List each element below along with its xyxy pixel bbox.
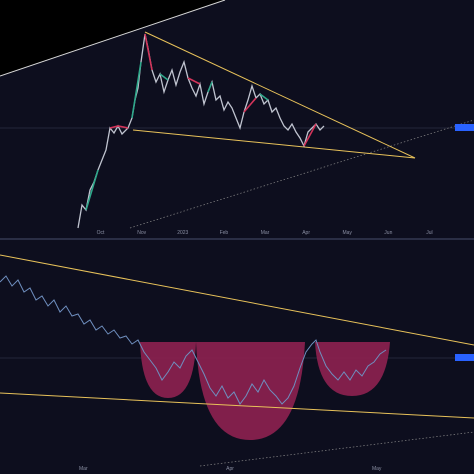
price-tag — [455, 354, 474, 361]
bearish-candles — [109, 33, 317, 147]
price-tag — [455, 124, 474, 131]
lower-trendline — [132, 129, 416, 159]
x-tick-label: Mar — [79, 466, 88, 472]
x-tick-label: May — [372, 466, 382, 472]
price-series — [0, 275, 387, 405]
x-tick-label: Jul — [426, 230, 432, 236]
bottom-panel: Mar Apr May — [0, 254, 474, 472]
x-tick-label: Apr — [302, 230, 310, 236]
x-tick-label: Mar — [261, 230, 270, 236]
upper-trendline — [0, 254, 474, 346]
cup-left — [140, 342, 196, 398]
x-tick-label: May — [342, 230, 352, 236]
x-tick-label: 2023 — [177, 230, 188, 236]
lower-trendline — [0, 392, 474, 419]
channel-line — [0, 0, 226, 77]
dotted-trendline — [199, 431, 474, 467]
x-tick-label: Feb — [220, 230, 229, 236]
x-tick-label: Apr — [226, 466, 234, 472]
x-tick-label: Nov — [137, 230, 146, 236]
x-axis: Mar Apr May — [79, 466, 382, 472]
dotted-trendline — [129, 119, 474, 229]
cup-right — [315, 342, 390, 396]
cup-head — [196, 342, 305, 440]
bullish-candles — [85, 61, 269, 211]
x-axis: Oct Nov 2023 Feb Mar Apr May Jun Jul — [97, 230, 433, 236]
x-tick-label: Jun — [384, 230, 392, 236]
x-tick-label: Oct — [97, 230, 105, 236]
top-panel: Oct Nov 2023 Feb Mar Apr May Jun Jul — [0, 0, 474, 236]
upper-trendline — [144, 31, 416, 159]
